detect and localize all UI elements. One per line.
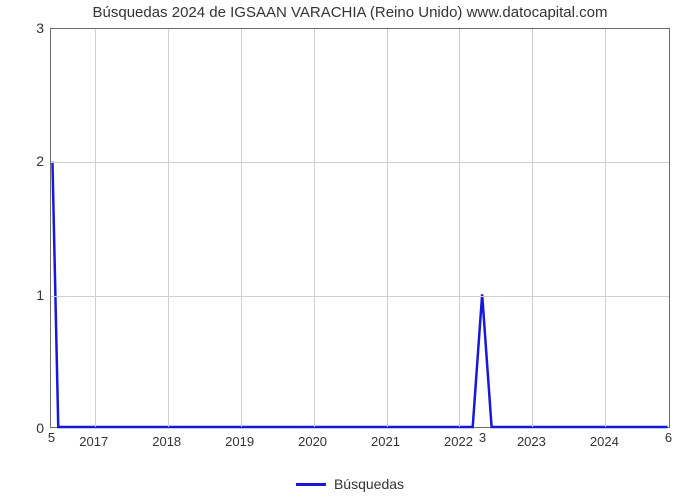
x-tick-label: 2022	[444, 434, 473, 449]
data-point-label: 5	[48, 430, 55, 445]
y-tick-label: 0	[4, 420, 44, 436]
legend-swatch	[296, 483, 326, 486]
legend-label: Búsquedas	[334, 476, 404, 492]
x-tick-label: 2019	[225, 434, 254, 449]
x-tick-label: 2017	[79, 434, 108, 449]
plot-area	[50, 28, 670, 428]
gridline-v	[168, 29, 169, 427]
gridline-h	[51, 162, 669, 163]
y-tick-label: 1	[4, 287, 44, 303]
line-series	[51, 29, 669, 427]
gridline-v	[241, 29, 242, 427]
gridline-h	[51, 296, 669, 297]
y-tick-label: 3	[4, 20, 44, 36]
x-tick-label: 2024	[590, 434, 619, 449]
gridline-v	[459, 29, 460, 427]
x-tick-label: 2021	[371, 434, 400, 449]
chart-container: Búsquedas 2024 de IGSAAN VARACHIA (Reino…	[0, 0, 700, 500]
data-point-label: 3	[479, 430, 486, 445]
legend: Búsquedas	[296, 476, 404, 492]
gridline-v	[387, 29, 388, 427]
x-tick-label: 2023	[517, 434, 546, 449]
x-tick-label: 2020	[298, 434, 327, 449]
gridline-v	[95, 29, 96, 427]
gridline-v	[605, 29, 606, 427]
gridline-v	[532, 29, 533, 427]
gridline-v	[314, 29, 315, 427]
x-tick-label: 2018	[152, 434, 181, 449]
data-point-label: 6	[665, 430, 672, 445]
chart-title: Búsquedas 2024 de IGSAAN VARACHIA (Reino…	[0, 4, 700, 21]
y-tick-label: 2	[4, 153, 44, 169]
